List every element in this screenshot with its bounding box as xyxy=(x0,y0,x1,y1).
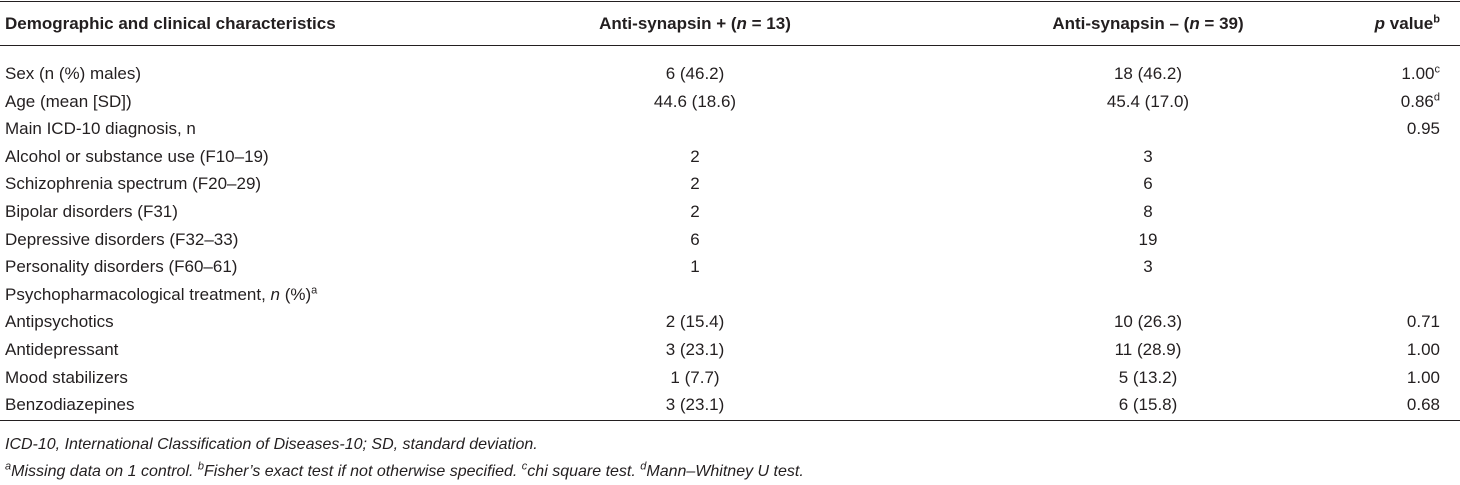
table-row: Antipsychotics 2 (15.4) 10 (26.3) 0.71 xyxy=(0,308,1460,336)
footnote: ICD-10, International Classification of … xyxy=(5,436,538,453)
superscript: d xyxy=(1433,90,1440,103)
text: value xyxy=(1385,14,1434,33)
superscript: a xyxy=(311,284,318,297)
header-cell: p valueb xyxy=(1240,10,1440,38)
table-row: Main ICD-10 diagnosis, n 0.95 xyxy=(0,115,1460,143)
table-row: Depressive disorders (F32–33) 6 19 xyxy=(0,226,1460,254)
cell: Sex (n (%) males) xyxy=(5,64,142,83)
cell: 2 xyxy=(690,174,700,194)
header-cell: Demographic and clinical characteristics xyxy=(5,14,336,33)
table-row: Mood stabilizers 1 (7.7) 5 (13.2) 1.00 xyxy=(0,364,1460,392)
cell: 0.71 xyxy=(1406,312,1440,332)
text: = 13) xyxy=(746,14,791,33)
footnote: aMissing data on 1 control. bFisher’s ex… xyxy=(5,459,804,485)
text: Missing data on 1 control. xyxy=(11,463,198,480)
cell: 0.95 xyxy=(1406,119,1440,139)
cell: 1 xyxy=(690,257,700,277)
cell: 1 (7.7) xyxy=(670,367,720,387)
cell: Antidepressant xyxy=(5,340,119,359)
cell: Main ICD-10 diagnosis, n xyxy=(5,119,196,139)
header-cell: Anti-synapsin – (n = 39) xyxy=(998,10,1298,38)
cell: 11 (28.9) xyxy=(1114,340,1182,359)
cell: Mood stabilizers xyxy=(5,367,128,387)
table-row: Personality disorders (F60–61) 1 3 xyxy=(0,253,1460,281)
table-row: Benzodiazepines 3 (23.1) 6 (15.8) 0.68 xyxy=(0,391,1460,419)
cell: Benzodiazepines xyxy=(5,395,135,415)
cell: 3 xyxy=(1143,146,1153,166)
table-row: Antidepressant 3 (23.1) 11 (28.9) 1.00 xyxy=(0,336,1460,364)
top-rule xyxy=(0,1,1460,2)
text: (%) xyxy=(280,284,312,304)
table-row: Psychopharmacological treatment, n (%)a xyxy=(0,281,1460,309)
text: chi square test. xyxy=(527,463,641,480)
cell: 18 (46.2) xyxy=(1113,64,1183,83)
cell: 6 (46.2) xyxy=(665,64,725,83)
cell: 6 (15.8) xyxy=(1118,395,1178,415)
cell: 2 xyxy=(690,202,700,221)
text: Fisher’s exact test if not otherwise spe… xyxy=(204,463,522,480)
cell: 8 xyxy=(1143,202,1153,221)
cell: Schizophrenia spectrum (F20–29) xyxy=(5,174,262,194)
table-row: Schizophrenia spectrum (F20–29) 2 6 xyxy=(0,170,1460,198)
cell: Bipolar disorders (F31) xyxy=(5,202,178,221)
cell: 3 xyxy=(1143,257,1153,277)
text: n xyxy=(1189,14,1200,33)
superscript: b xyxy=(1433,13,1440,26)
cell: 10 (26.3) xyxy=(1113,312,1183,332)
bottom-rule xyxy=(0,420,1460,421)
superscript: a xyxy=(5,460,12,473)
cell: 1.00c xyxy=(1240,60,1440,88)
superscript: c xyxy=(1434,63,1441,76)
cell: Age (mean [SD]) xyxy=(5,91,132,111)
table-row: Bipolar disorders (F31) 2 8 xyxy=(0,198,1460,226)
text: Anti-synapsin – ( xyxy=(1052,14,1190,33)
table-row: Age (mean [SD]) 44.6 (18.6) 45.4 (17.0) … xyxy=(0,88,1460,116)
text: = 39) xyxy=(1199,14,1244,33)
cell: 2 xyxy=(690,146,700,166)
cell: 19 xyxy=(1138,229,1158,249)
cell: 0.86d xyxy=(1240,88,1440,116)
text: Psychopharmacological treatment, xyxy=(5,284,271,304)
cell: 0.68 xyxy=(1406,395,1440,415)
cell: 3 (23.1) xyxy=(665,340,725,359)
text: 0.86 xyxy=(1400,91,1434,111)
cell: 45.4 (17.0) xyxy=(1106,91,1190,111)
text: 1.00 xyxy=(1401,64,1435,83)
cell: 3 (23.1) xyxy=(665,395,725,415)
cell: Antipsychotics xyxy=(5,312,114,332)
cell: 2 (15.4) xyxy=(665,312,725,332)
cell: 5 (13.2) xyxy=(1118,367,1178,387)
text: Mann–Whitney U test. xyxy=(646,463,804,480)
cell: 6 xyxy=(1143,174,1153,194)
text: n xyxy=(736,14,747,33)
text: Anti-synapsin + ( xyxy=(599,14,737,33)
header-rule xyxy=(0,45,1460,46)
cell: Personality disorders (F60–61) xyxy=(5,257,238,277)
table-row: Alcohol or substance use (F10–19) 2 3 xyxy=(0,143,1460,171)
cell: 44.6 (18.6) xyxy=(653,91,737,111)
cell: 1.00 xyxy=(1406,340,1440,359)
cell: Depressive disorders (F32–33) xyxy=(5,229,239,249)
superscript: d xyxy=(640,460,647,473)
text: p xyxy=(1374,14,1386,33)
superscript: c xyxy=(521,460,528,473)
text: n xyxy=(270,284,280,304)
superscript: b xyxy=(197,460,205,473)
cell: Psychopharmacological treatment, n (%)a xyxy=(5,281,317,309)
cell: 6 xyxy=(690,229,700,249)
header-row: Demographic and clinical characteristics… xyxy=(0,10,1460,38)
cell: Alcohol or substance use (F10–19) xyxy=(5,146,269,166)
cell: 1.00 xyxy=(1406,367,1440,387)
table-row: Sex (n (%) males) 6 (46.2) 18 (46.2) 1.0… xyxy=(0,60,1460,88)
header-cell: Anti-synapsin + (n = 13) xyxy=(545,10,845,38)
